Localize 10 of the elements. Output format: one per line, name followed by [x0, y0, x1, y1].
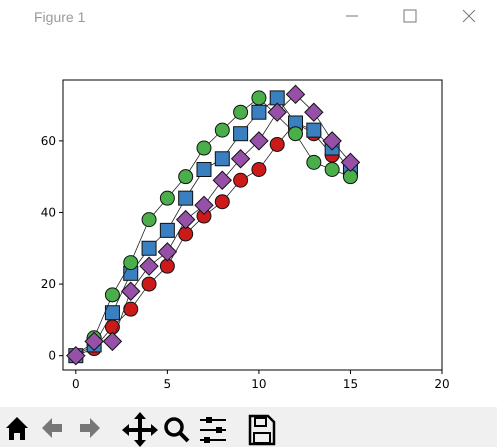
y-tick-label: 0 — [48, 348, 56, 363]
x-tick-label: 0 — [72, 377, 80, 391]
y-tick-label: 20 — [40, 277, 56, 292]
x-tick-label: 5 — [164, 377, 172, 391]
x-tick-label: 20 — [434, 377, 450, 391]
x-tick-label: 15 — [342, 377, 358, 391]
chart-title: Figure 1 — [34, 9, 86, 25]
x-tick-label: 10 — [251, 377, 267, 391]
y-tick-label: 60 — [40, 134, 56, 148]
y-tick-label: 40 — [40, 205, 56, 220]
